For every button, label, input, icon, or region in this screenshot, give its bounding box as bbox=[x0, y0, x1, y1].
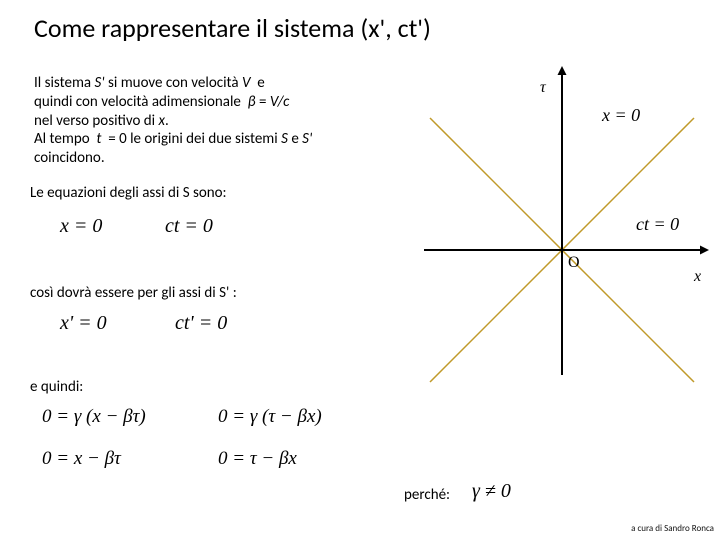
eq-tau-beta: 0 = τ − βx bbox=[218, 448, 297, 470]
eq-ct-0: ct = 0 bbox=[165, 215, 213, 238]
eq-gamma-neq: γ ≠ 0 bbox=[472, 480, 511, 503]
eq-gamma-x: 0 = γ (x − βτ) bbox=[42, 406, 146, 428]
line-axes-sprime: così dovrà essere per gli assi di S' : bbox=[30, 284, 237, 303]
eq-gamma-tau: 0 = γ (τ − βx) bbox=[218, 406, 322, 428]
x-axis-label: x bbox=[694, 268, 701, 286]
origin-label: O bbox=[568, 254, 580, 272]
line-e-quindi: e quindi: bbox=[30, 378, 83, 397]
eq-xprime-0: x' = 0 bbox=[60, 312, 107, 335]
eq-x-beta: 0 = x − βτ bbox=[42, 448, 121, 470]
perche-label: perché: bbox=[404, 486, 450, 505]
slide-title: Come rappresentare il sistema (x', ct') bbox=[34, 12, 431, 44]
eq-diagram-x0: x = 0 bbox=[602, 105, 640, 126]
eq-ctprime-0: ct' = 0 bbox=[175, 312, 227, 335]
eq-x-0: x = 0 bbox=[60, 215, 102, 238]
line-axes-s: Le equazioni degli assi di S sono: bbox=[30, 184, 227, 203]
paragraph-1: Il sistema S' si muove con velocità V eq… bbox=[34, 74, 384, 168]
tau-axis-label: τ bbox=[540, 79, 546, 97]
eq-diagram-ct0: ct = 0 bbox=[636, 214, 679, 235]
footer-credit: a cura di Sandro Ronca bbox=[631, 523, 714, 534]
